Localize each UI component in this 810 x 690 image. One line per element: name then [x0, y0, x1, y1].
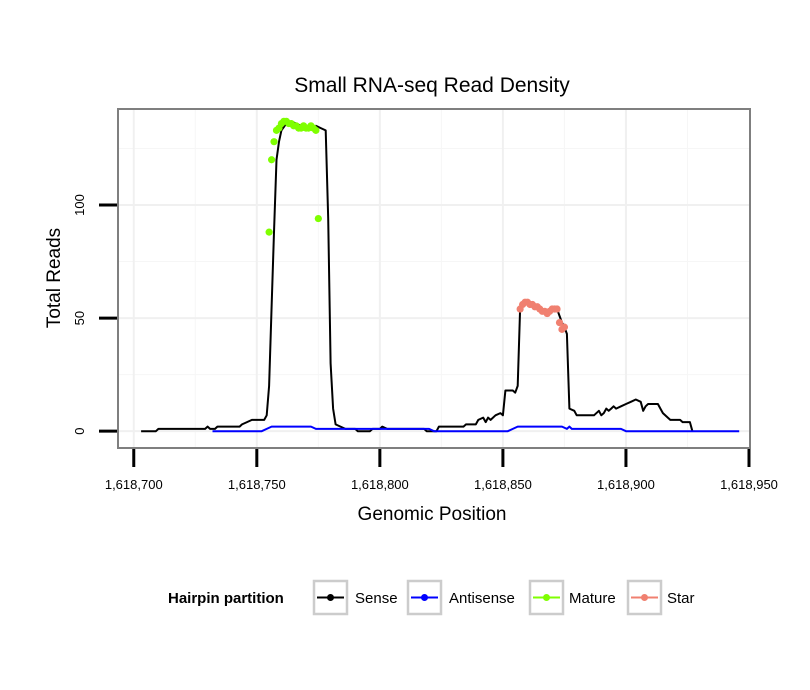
data-point-mature: [265, 228, 273, 236]
series-layer: [141, 117, 740, 433]
legend-title: Hairpin partition: [168, 590, 284, 607]
y-tick-label: 50: [72, 311, 87, 325]
legend-label-sense: Sense: [355, 590, 398, 607]
legend-key-point: [543, 594, 550, 601]
data-point-star: [560, 323, 569, 331]
data-point-star: [555, 319, 564, 327]
y-axis: 0 50 100: [72, 194, 117, 435]
x-axis-label: Genomic Position: [358, 504, 507, 525]
data-point-mature: [314, 214, 322, 223]
legend-key-point: [421, 594, 428, 601]
y-tick-label: 0: [72, 428, 87, 435]
y-axis-label: Total Reads: [44, 228, 65, 328]
minor-gridlines: [119, 110, 749, 447]
plot-panel: [117, 108, 751, 449]
series-line-sense: [141, 120, 694, 433]
x-tick-label: 1,618,750: [228, 477, 286, 492]
x-axis: 1,618,700 1,618,750 1,618,800 1,618,850 1,61…: [105, 449, 778, 492]
x-tick-label: 1,618,800: [351, 477, 409, 492]
data-point-mature: [267, 156, 276, 164]
y-tick-label: 100: [72, 194, 87, 216]
legend-key-point: [327, 594, 334, 601]
legend-label-mature: Mature: [569, 590, 616, 607]
legend-label-star: Star: [667, 590, 695, 607]
chart-title: Small RNA-seq Read Density: [294, 74, 570, 97]
legend-label-antisense: Antisense: [449, 590, 515, 607]
data-point-mature: [270, 138, 278, 146]
x-tick-label: 1,618,700: [105, 477, 163, 492]
data-point-mature: [312, 126, 320, 134]
data-point-star: [553, 305, 561, 313]
x-tick-label: 1,618,950: [720, 477, 778, 492]
x-tick-label: 1,618,850: [474, 477, 532, 492]
legend: Hairpin partition Sense Antisense Mature St…: [168, 579, 695, 616]
series-line-antisense: [212, 425, 740, 433]
legend-key-point: [641, 594, 648, 601]
x-tick-label: 1,618,900: [597, 477, 655, 492]
